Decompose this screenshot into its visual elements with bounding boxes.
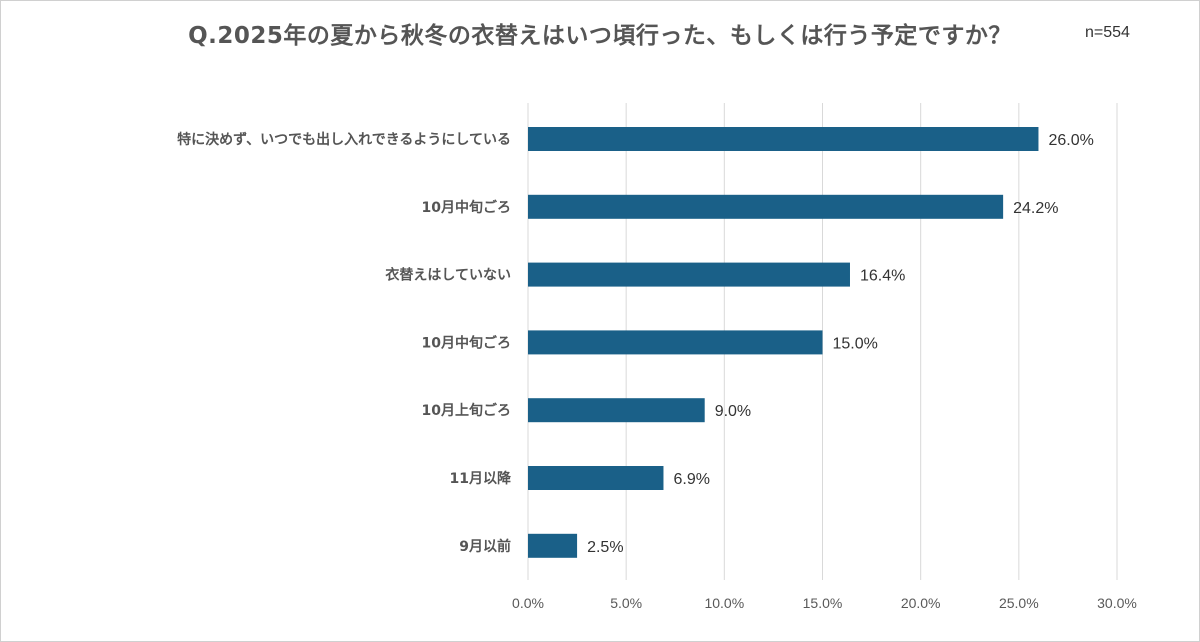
category-label: 衣替えはしていない — [385, 267, 511, 284]
bar — [528, 466, 664, 490]
x-tick-label: 20.0% — [901, 595, 941, 611]
bar — [528, 262, 850, 287]
value-label: 9.0% — [715, 403, 751, 420]
value-labels: 26.0% 24.2% 16.4% 15.0% 9.0% 6.9% 2.5% — [587, 132, 1094, 556]
x-tick-label: 15.0% — [803, 595, 843, 611]
sample-size-label: n=554 — [1085, 24, 1130, 41]
category-label: 特に決めず、いつでも出し入れできるようにしている — [177, 131, 511, 148]
value-label: 16.4% — [860, 268, 905, 285]
value-label: 15.0% — [833, 335, 878, 352]
bar — [528, 194, 1004, 219]
chart-title: Q.2025年の夏から秋冬の衣替えはいつ頃行った、もしくは行う予定ですか？ — [188, 23, 1012, 49]
bar — [528, 330, 823, 355]
category-label: 11月以降 — [450, 470, 512, 487]
x-tick-label: 30.0% — [1097, 595, 1137, 611]
x-tick-label: 10.0% — [704, 595, 744, 611]
bar — [528, 398, 705, 423]
value-label: 24.2% — [1013, 200, 1058, 217]
category-labels: 特に決めず、いつでも出し入れできるようにしている10月中旬ごろ衣替えはしていない… — [177, 131, 512, 555]
value-label: 26.0% — [1048, 132, 1093, 149]
bar — [528, 533, 578, 558]
x-tick-label: 5.0% — [610, 595, 642, 611]
category-label: 10月中旬ごろ — [422, 334, 511, 351]
x-axis-tick-labels: 0.0% 5.0% 10.0% 15.0% 20.0% 25.0% 30.0% — [512, 595, 1137, 611]
bar — [528, 127, 1039, 151]
category-label: 10月中旬ごろ — [422, 199, 511, 216]
category-label: 10月上旬ごろ — [422, 402, 511, 419]
x-tick-label: 25.0% — [999, 595, 1039, 611]
bars — [528, 127, 1039, 558]
value-label: 2.5% — [587, 539, 623, 556]
value-label: 6.9% — [673, 471, 709, 488]
category-label: 9月以前 — [459, 538, 511, 555]
x-tick-label: 0.0% — [512, 595, 544, 611]
